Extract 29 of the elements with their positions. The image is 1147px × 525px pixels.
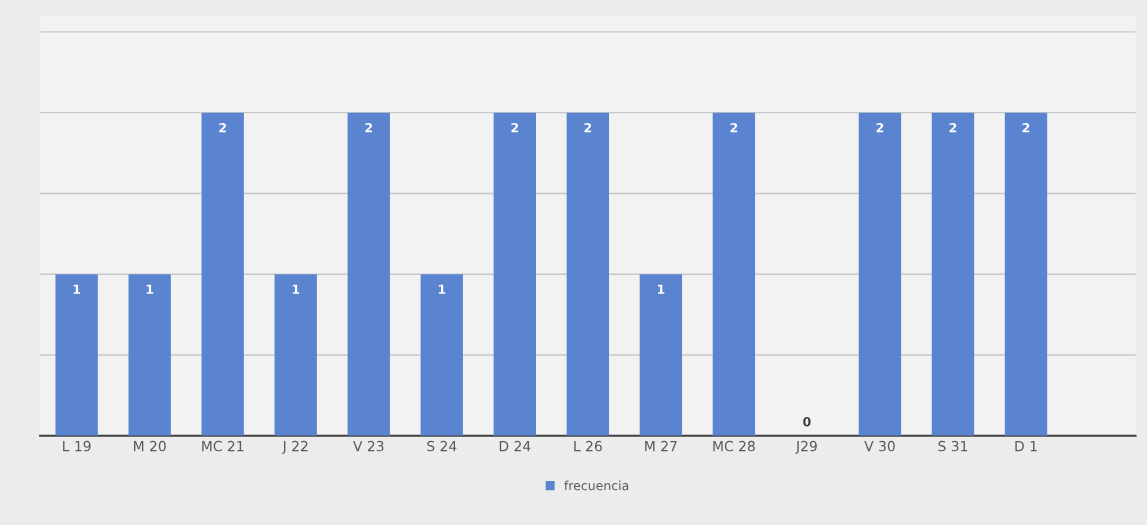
data-label: 2 bbox=[365, 123, 373, 133]
x-tick-label: L 19 bbox=[63, 440, 91, 452]
x-tick-label: M 20 bbox=[134, 440, 166, 452]
data-label: 1 bbox=[657, 284, 665, 294]
data-label: 2 bbox=[730, 123, 738, 133]
legend-label: frecuencia bbox=[564, 480, 629, 491]
x-tick-label: V 23 bbox=[353, 440, 384, 452]
data-label: 2 bbox=[1022, 123, 1030, 133]
x-tick-label: MC 21 bbox=[202, 440, 244, 452]
data-label: 2 bbox=[584, 123, 592, 133]
x-tick-label: S 24 bbox=[427, 440, 457, 452]
x-tick-label: J29 bbox=[795, 440, 817, 454]
data-label: 1 bbox=[73, 284, 81, 294]
x-tick-label: V 30 bbox=[864, 440, 895, 452]
x-tick-label: MC 28 bbox=[713, 440, 755, 452]
data-label: 2 bbox=[876, 123, 884, 133]
data-label: 2 bbox=[511, 123, 519, 133]
data-label: 1 bbox=[438, 284, 446, 294]
data-label: 1 bbox=[146, 284, 154, 294]
x-tick-label: D 1 bbox=[1015, 441, 1037, 452]
data-label: 2 bbox=[949, 123, 957, 133]
data-label: 2 bbox=[219, 123, 226, 133]
x-tick-label: D 24 bbox=[499, 440, 531, 452]
x-tick-label: J 22 bbox=[281, 440, 308, 454]
x-tick-label: L 26 bbox=[574, 440, 602, 452]
x-tick-label: S 31 bbox=[938, 440, 968, 452]
data-label: 0 bbox=[803, 417, 811, 427]
data-label: 1 bbox=[292, 284, 300, 294]
x-tick-label: M 27 bbox=[645, 440, 677, 452]
